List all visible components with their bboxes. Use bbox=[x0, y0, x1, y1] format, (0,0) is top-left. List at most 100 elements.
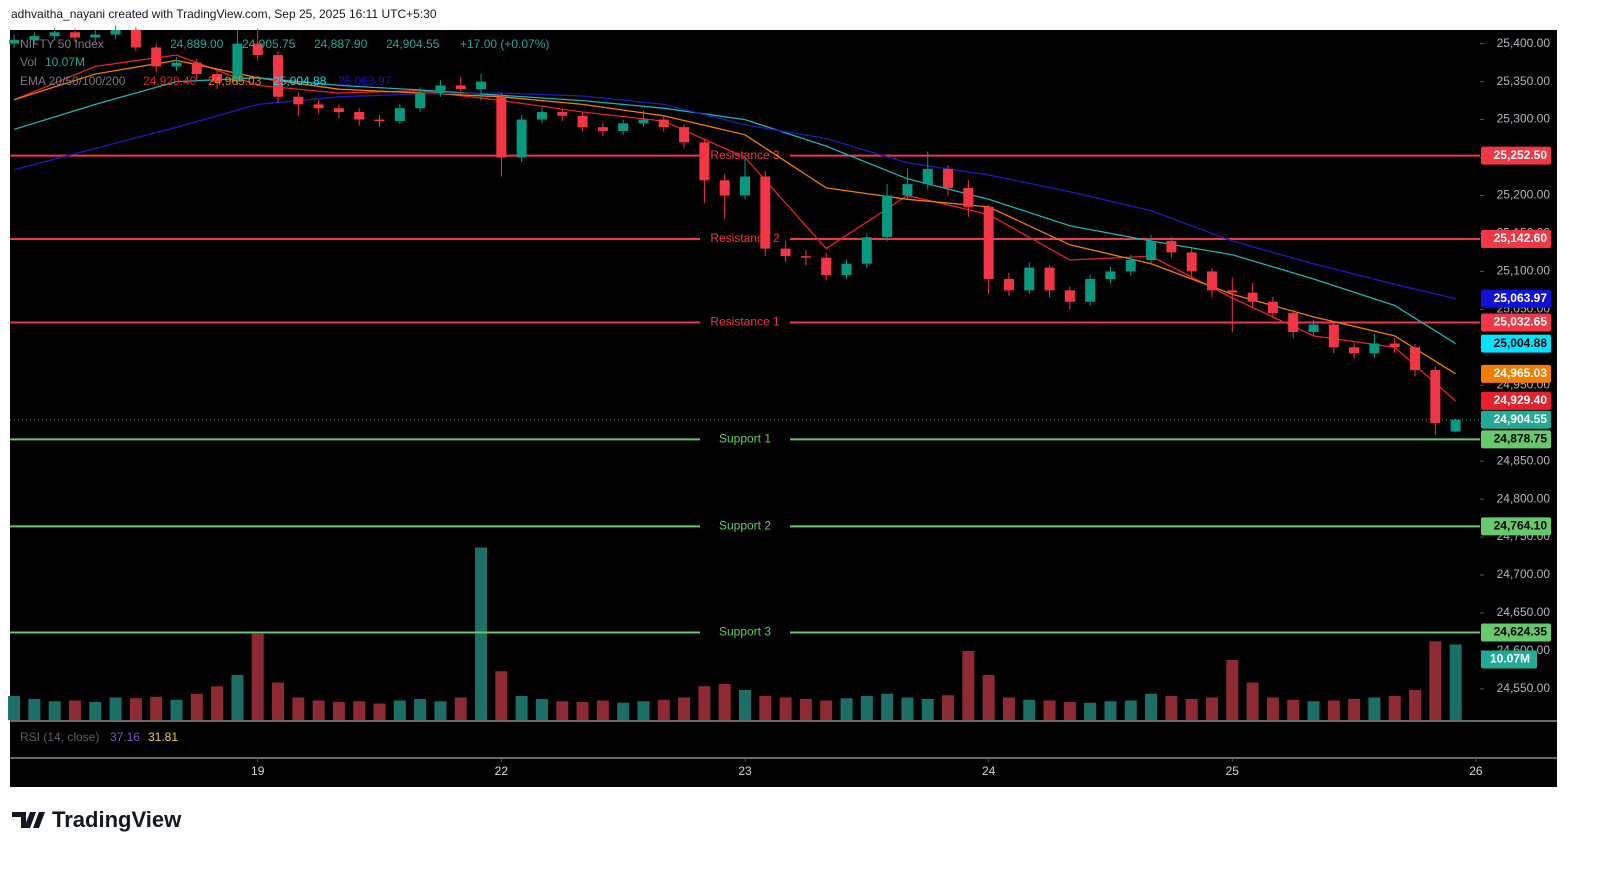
volume-bar bbox=[211, 686, 224, 720]
volume-bar bbox=[1246, 682, 1259, 720]
volume-bar bbox=[89, 702, 102, 720]
volume-bar bbox=[373, 703, 386, 720]
ema-tag: 25,063.97 bbox=[1494, 291, 1548, 305]
volume-bar bbox=[1084, 702, 1097, 720]
level-label-bg bbox=[700, 147, 790, 164]
y-tick-label: 25,300.00 bbox=[1497, 112, 1551, 126]
candle-body bbox=[821, 257, 832, 276]
legend-ema-value: 25,063.97 bbox=[338, 74, 392, 88]
volume-bar bbox=[475, 547, 488, 720]
ema-tag: 24,929.40 bbox=[1494, 393, 1548, 407]
volume-bar bbox=[921, 699, 934, 720]
candle-body bbox=[1003, 278, 1014, 291]
volume-bar bbox=[718, 684, 731, 720]
candle-body bbox=[1328, 324, 1339, 348]
candle-body bbox=[963, 187, 974, 207]
volume-bar bbox=[129, 698, 142, 720]
y-tick-label: 24,800.00 bbox=[1497, 491, 1551, 505]
candle-body bbox=[882, 195, 893, 238]
legend-ema-value: 24,965.03 bbox=[208, 74, 262, 88]
candle-body bbox=[191, 62, 202, 75]
volume-bar bbox=[657, 699, 670, 720]
x-tick-label: 26 bbox=[1469, 764, 1483, 778]
volume-bar bbox=[535, 699, 548, 720]
legend-ohlc: 24,905.75 bbox=[242, 37, 296, 51]
candle-body bbox=[597, 127, 608, 131]
candle-body bbox=[902, 184, 913, 196]
candle-body bbox=[760, 176, 771, 249]
level-label: Support 2 bbox=[719, 519, 771, 533]
volume-bar bbox=[353, 701, 366, 720]
volume-bar bbox=[332, 702, 345, 720]
candle-body bbox=[943, 168, 954, 188]
ema-line bbox=[13, 77, 1456, 345]
candle-body bbox=[29, 36, 40, 40]
candle-body bbox=[1349, 347, 1360, 354]
level-tag: 25,032.65 bbox=[1494, 315, 1548, 329]
candle-body bbox=[1024, 267, 1035, 291]
volume-bar bbox=[1348, 699, 1361, 720]
candle-body bbox=[922, 168, 933, 185]
ema-tag-bg bbox=[1481, 289, 1551, 308]
candle-body bbox=[1267, 301, 1278, 314]
level-label-bg bbox=[700, 314, 790, 331]
volume-bar bbox=[8, 696, 21, 720]
volume-bar bbox=[231, 675, 244, 720]
volume-bar bbox=[251, 633, 264, 720]
legend-volume-name: Vol bbox=[20, 55, 37, 69]
volume-bar bbox=[1205, 697, 1218, 720]
candle-body bbox=[435, 85, 446, 94]
candle-body bbox=[1430, 370, 1441, 424]
volume-bar bbox=[1185, 699, 1198, 720]
candle-body bbox=[841, 263, 852, 276]
candle-body bbox=[171, 62, 182, 67]
legend-change: +17.00 (+0.07%) bbox=[460, 37, 549, 51]
candle-body bbox=[740, 176, 750, 196]
plot: 25,400.0025,350.0025,300.0025,250.0025,2… bbox=[8, 25, 1551, 778]
byline: adhvaitha_nayani created with TradingVie… bbox=[11, 7, 437, 21]
candle-body bbox=[1085, 278, 1096, 302]
candle-body bbox=[212, 74, 223, 82]
volume-bar bbox=[759, 696, 772, 720]
candle-body bbox=[1389, 343, 1400, 348]
ema-tag-bg bbox=[1481, 391, 1551, 410]
candle-body bbox=[496, 96, 507, 158]
volume-bar bbox=[170, 699, 183, 720]
candle-body bbox=[780, 248, 791, 257]
candle-body bbox=[1166, 241, 1177, 253]
candle-body bbox=[110, 30, 121, 35]
y-tick-label: 24,700.00 bbox=[1497, 567, 1551, 581]
legend-volume: 10.07M bbox=[45, 55, 85, 69]
candle-body bbox=[577, 115, 588, 128]
volume-bar bbox=[1429, 641, 1442, 720]
candle-body bbox=[658, 119, 669, 128]
volume-bar bbox=[434, 701, 447, 720]
candle-body bbox=[1308, 324, 1319, 333]
level-tag-bg bbox=[1481, 430, 1551, 449]
candle-body bbox=[1125, 260, 1136, 272]
candle-body bbox=[557, 111, 568, 116]
candle-body bbox=[313, 104, 324, 109]
logo bbox=[12, 812, 45, 828]
volume-bar bbox=[515, 696, 528, 720]
volume-bar bbox=[576, 702, 589, 720]
x-tick-label: 22 bbox=[495, 764, 509, 778]
candle-body bbox=[1450, 419, 1461, 432]
y-tick-label: 25,200.00 bbox=[1497, 188, 1551, 202]
candle-body bbox=[273, 55, 284, 97]
volume-bar bbox=[1145, 693, 1158, 720]
volume-bar bbox=[617, 702, 630, 720]
volume-bar bbox=[1266, 697, 1279, 720]
legend-ohlc: 24,889.00 bbox=[170, 37, 224, 51]
ema-tag: 25,004.88 bbox=[1494, 336, 1548, 350]
level-tag-bg bbox=[1481, 230, 1551, 249]
candle-body bbox=[618, 123, 629, 131]
level-tag: 25,142.60 bbox=[1494, 231, 1548, 245]
candle-body bbox=[1288, 313, 1299, 333]
volume-bar bbox=[1327, 700, 1340, 720]
y-tick-label: 25,100.00 bbox=[1497, 264, 1551, 278]
volume-bar bbox=[596, 700, 609, 720]
candle-body bbox=[374, 119, 385, 122]
